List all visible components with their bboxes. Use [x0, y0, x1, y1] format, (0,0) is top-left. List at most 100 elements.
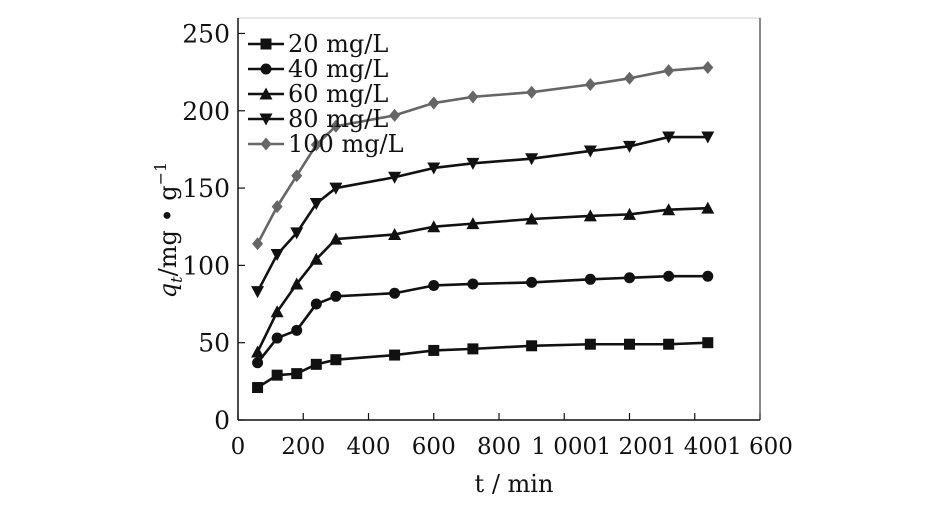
y-axis-title-exponent: −1 — [151, 162, 170, 186]
data-point-triangle-up — [466, 217, 480, 230]
data-point-diamond — [702, 60, 714, 74]
y-axis-title-subscript: t — [167, 276, 186, 283]
data-point-diamond — [663, 64, 675, 78]
x-tick-label: 1 200 — [597, 434, 663, 460]
data-point-square — [584, 338, 596, 350]
data-point-triangle-up — [583, 209, 597, 222]
data-point-square — [330, 354, 342, 366]
y-tick-label: 250 — [182, 19, 230, 48]
data-point-diamond — [428, 96, 440, 110]
data-point-square — [271, 369, 283, 381]
data-point-triangle-down — [662, 131, 676, 144]
data-point-square — [389, 349, 401, 361]
data-point-diamond — [271, 200, 283, 214]
data-point-triangle-down — [427, 162, 441, 175]
data-point-triangle-up — [290, 277, 304, 290]
data-point-diamond — [291, 169, 303, 183]
x-tick-label: 600 — [412, 434, 456, 460]
data-point-triangle-up — [427, 220, 441, 233]
data-point-square — [526, 340, 538, 352]
data-point-diamond — [526, 85, 538, 99]
legend-label: 80 mg/L — [288, 105, 388, 133]
legend-item-2: 40 mg/L — [248, 55, 388, 83]
y-axis: 0 50 100 150 200 250 — [182, 19, 245, 435]
x-tick-label: 1 600 — [727, 434, 793, 460]
y-axis-title-symbol: q — [154, 283, 182, 298]
data-point-triangle-up — [270, 305, 284, 318]
series-line — [256, 341, 708, 389]
x-tick-label: 400 — [347, 434, 391, 460]
series-2 — [252, 270, 714, 369]
y-tick-label: 100 — [182, 251, 230, 280]
data-point-circle — [624, 272, 635, 284]
data-point-square — [310, 358, 322, 370]
x-tick-label: 1 000 — [531, 434, 597, 460]
data-point-circle — [663, 270, 675, 282]
data-point-circle — [291, 324, 303, 336]
x-axis: 0 200 400 600 800 1 000 1 200 1 400 1 600 — [231, 413, 793, 460]
data-point-square — [702, 337, 714, 349]
series-3 — [251, 201, 715, 358]
data-point-triangle-up — [259, 87, 273, 100]
data-point-triangle-down — [309, 198, 323, 211]
legend-item-5: 100 mg/L — [248, 130, 404, 158]
data-point-square — [663, 338, 675, 350]
data-point-triangle-up — [662, 203, 676, 216]
series-line — [256, 274, 708, 364]
data-point-triangle-up — [309, 252, 323, 265]
data-point-circle — [584, 273, 596, 285]
legend-label: 100 mg/L — [288, 130, 404, 158]
data-point-triangle-down — [329, 182, 343, 195]
data-point-diamond — [260, 137, 272, 151]
data-point-circle — [330, 290, 342, 302]
data-point-circle — [467, 278, 479, 290]
legend-label: 20 mg/L — [288, 30, 388, 58]
data-point-square — [624, 338, 635, 350]
data-point-diamond — [624, 71, 635, 85]
data-point-circle — [428, 279, 440, 291]
data-point-diamond — [330, 119, 342, 133]
series-5 — [252, 60, 714, 251]
data-point-triangle-up — [329, 232, 343, 245]
legend-item-3: 60 mg/L — [248, 80, 388, 108]
data-point-circle — [310, 298, 322, 310]
data-point-circle — [389, 287, 401, 299]
series-line — [256, 206, 708, 353]
data-point-triangle-up — [701, 201, 715, 214]
legend-label: 60 mg/L — [288, 80, 388, 108]
x-tick-label: 200 — [281, 434, 325, 460]
data-point-triangle-down — [583, 145, 597, 158]
data-point-circle — [252, 357, 264, 369]
data-point-triangle-up — [388, 227, 402, 240]
data-point-square — [428, 344, 440, 356]
x-tick-label: 0 — [231, 434, 246, 460]
data-point-diamond — [389, 108, 401, 122]
data-point-square — [260, 38, 272, 50]
y-axis-title-unit: /mg • g — [154, 185, 182, 276]
data-point-triangle-up — [251, 345, 265, 358]
legend-item-4: 80 mg/L — [248, 105, 388, 133]
y-tick-label: 0 — [214, 406, 230, 435]
data-point-triangle-down — [251, 286, 265, 299]
data-point-diamond — [310, 138, 322, 152]
data-point-triangle-up — [623, 207, 636, 220]
data-point-triangle-up — [525, 212, 539, 225]
data-point-triangle-down — [623, 140, 636, 153]
data-point-triangle-down — [290, 227, 304, 240]
x-axis-title: t / min — [475, 470, 554, 498]
x-tick-label: 800 — [477, 434, 521, 460]
data-point-triangle-down — [388, 171, 402, 184]
data-point-triangle-down — [701, 131, 715, 144]
y-tick-label: 150 — [182, 174, 230, 203]
data-point-triangle-down — [525, 153, 539, 166]
data-point-square — [467, 343, 479, 355]
data-point-triangle-down — [259, 113, 273, 126]
series-1 — [252, 337, 714, 394]
data-point-diamond — [584, 77, 596, 91]
data-point-square — [291, 368, 303, 380]
data-point-circle — [526, 276, 538, 288]
data-point-circle — [702, 270, 714, 282]
y-tick-label: 50 — [198, 329, 230, 358]
data-point-diamond — [467, 90, 479, 104]
